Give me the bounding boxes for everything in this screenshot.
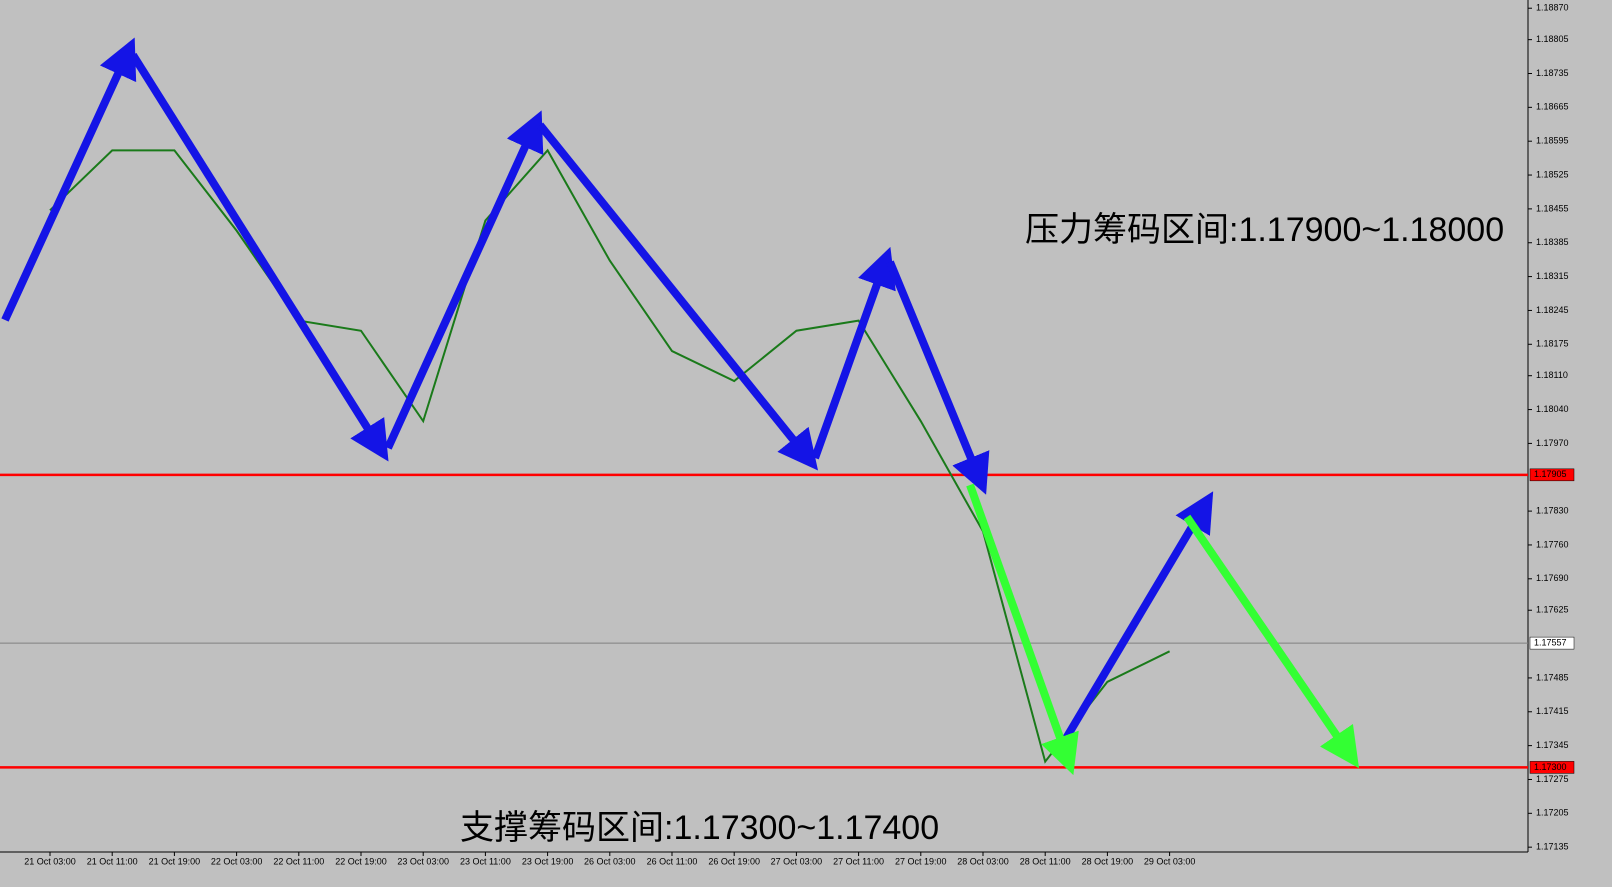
- y-tick-label: 1.17205: [1536, 808, 1569, 818]
- arrow: [536, 122, 819, 471]
- x-tick-label: 23 Oct 11:00: [460, 856, 511, 866]
- x-tick-label: 21 Oct 03:00: [24, 856, 76, 866]
- arrow: [129, 52, 389, 462]
- y-tick-label: 1.17760: [1536, 539, 1569, 549]
- y-tick-label: 1.17625: [1536, 605, 1569, 615]
- y-tick-label: 1.18175: [1536, 339, 1569, 349]
- y-tick-label: 1.18870: [1536, 3, 1569, 13]
- arrow: [1, 37, 137, 322]
- y-tick-label: 1.18040: [1536, 404, 1569, 414]
- arrow: [1061, 491, 1214, 743]
- x-tick-label: 26 Oct 19:00: [708, 856, 760, 866]
- x-tick-label: 28 Oct 19:00: [1082, 856, 1134, 866]
- arrow: [811, 246, 896, 460]
- y-tick-label: 1.18455: [1536, 203, 1569, 213]
- y-tick-label: 1.17970: [1536, 438, 1569, 448]
- x-tick-label: 27 Oct 11:00: [833, 856, 884, 866]
- y-tick-label: 1.17485: [1536, 672, 1569, 682]
- x-tick-label: 23 Oct 19:00: [522, 856, 574, 866]
- x-tick-label: 23 Oct 03:00: [397, 856, 449, 866]
- x-tick-label: 22 Oct 03:00: [211, 856, 263, 866]
- x-tick-label: 28 Oct 11:00: [1020, 856, 1071, 866]
- arrow: [886, 260, 990, 495]
- y-tick-label: 1.18665: [1536, 102, 1569, 112]
- level-label: 1.17905: [1534, 469, 1567, 479]
- level-tag: [1529, 636, 1575, 650]
- level-label: 1.17557: [1534, 637, 1567, 647]
- y-tick-label: 1.17345: [1536, 740, 1569, 750]
- x-tick-label: 29 Oct 03:00: [1144, 856, 1196, 866]
- drawn-arrows: [1, 37, 1360, 776]
- level-tag: [1529, 761, 1575, 774]
- x-tick-label: 27 Oct 19:00: [895, 856, 947, 866]
- plot-area: [0, 0, 1528, 852]
- arrow: [384, 110, 544, 450]
- y-tick-label: 1.18110: [1536, 370, 1568, 380]
- x-tick-label: 26 Oct 03:00: [584, 856, 636, 866]
- y-tick-label: 1.17415: [1536, 706, 1569, 716]
- y-tick-label: 1.18525: [1536, 169, 1569, 179]
- x-tick-label: 21 Oct 11:00: [87, 856, 138, 866]
- y-tick-label: 1.18245: [1536, 305, 1569, 315]
- arrow: [1183, 514, 1360, 769]
- x-tick-label: 22 Oct 19:00: [335, 856, 387, 866]
- x-tick-label: 21 Oct 19:00: [149, 856, 201, 866]
- arrow: [966, 483, 1079, 776]
- annotation: 压力筹码区间:1.17900~1.18000: [1025, 211, 1504, 249]
- x-tick-label: 28 Oct 03:00: [957, 856, 1009, 866]
- y-tick-label: 1.18315: [1536, 271, 1569, 281]
- x-tick-label: 22 Oct 11:00: [273, 856, 324, 866]
- y-tick-label: 1.17275: [1536, 774, 1569, 784]
- y-tick-label: 1.18385: [1536, 237, 1569, 247]
- y-tick-label: 1.18805: [1536, 34, 1569, 44]
- annotation: 支撑筹码区间:1.17300~1.17400: [460, 809, 939, 847]
- x-tick-label: 27 Oct 03:00: [771, 856, 823, 866]
- x-tick-label: 26 Oct 11:00: [647, 856, 698, 866]
- y-tick-label: 1.18735: [1536, 68, 1569, 78]
- level-tag: [1529, 468, 1575, 482]
- y-tick-label: 1.17830: [1536, 505, 1569, 515]
- y-tick-label: 1.17135: [1536, 842, 1569, 852]
- level-label: 1.17300: [1534, 762, 1567, 772]
- y-tick-label: 1.17690: [1536, 573, 1569, 583]
- y-tick-label: 1.18595: [1536, 136, 1569, 146]
